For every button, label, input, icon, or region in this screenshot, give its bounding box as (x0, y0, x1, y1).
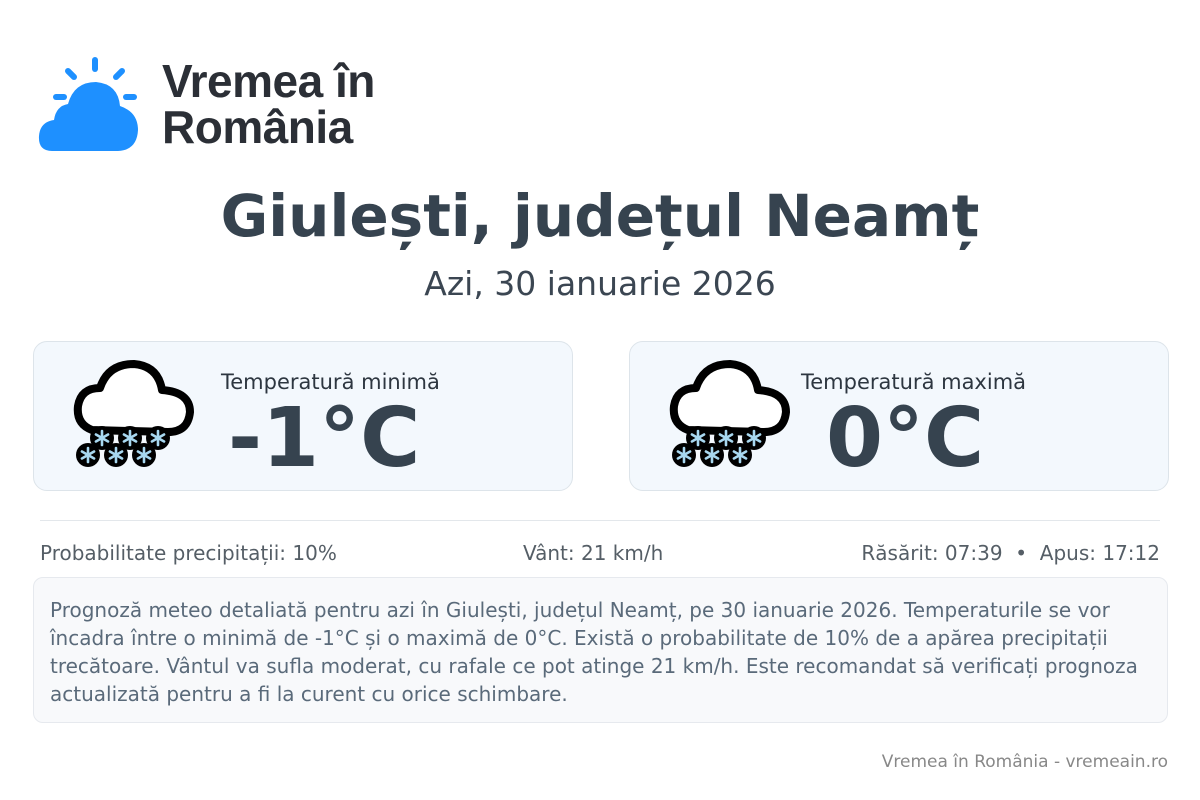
snow-cloud-icon (73, 360, 194, 467)
wind-stat: Vânt: 21 km/h (523, 541, 664, 565)
max-temp-value: 0°C (826, 391, 985, 486)
snow-cloud-icon (669, 360, 790, 467)
divider (40, 520, 1160, 521)
forecast-description: Prognoză meteo detaliată pentru azi în G… (33, 577, 1168, 723)
min-temp-label: Temperatură minimă (221, 370, 440, 394)
max-temp-label: Temperatură maximă (801, 370, 1027, 394)
logo-line1: Vremea în (162, 55, 375, 107)
sun-cloud-logo-icon (38, 57, 138, 151)
precipitation-stat: Probabilitate precipitații: 10% (40, 541, 337, 565)
min-temp-value: -1°C (228, 391, 421, 486)
logo-text: Vremea în România (162, 58, 375, 150)
logo[interactable]: Vremea în România (38, 56, 375, 152)
max-temp-card: Temperatură maximă 0°C (629, 341, 1169, 491)
page-title: Giulești, județul Neamț (220, 182, 980, 250)
sun-times-stat: Răsărit: 07:39 • Apus: 17:12 (861, 541, 1160, 565)
footer-credit[interactable]: Vremea în România - vremeain.ro (881, 752, 1168, 772)
min-temp-card: Temperatură minimă -1°C (33, 341, 573, 491)
date-subtitle: Azi, 30 ianuarie 2026 (424, 264, 776, 303)
logo-line2: România (162, 101, 353, 153)
